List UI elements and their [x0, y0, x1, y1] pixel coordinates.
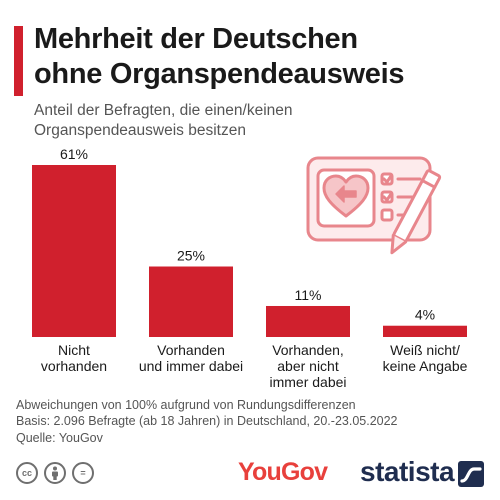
footnote-basis: Basis: 2.096 Befragte (ab 18 Jahren) in … [16, 414, 398, 428]
subtitle-line-2: Organspendeausweis besitzen [34, 122, 246, 139]
creative-commons-icon[interactable]: cc [16, 462, 38, 484]
bar-0[interactable] [32, 165, 116, 337]
footnote-source[interactable]: Quelle: YouGov [16, 431, 103, 445]
organ-donor-card-icon [306, 156, 442, 255]
title-line-2: ohne Organspendeausweis [34, 58, 405, 90]
no-derivatives-icon[interactable]: = [72, 462, 94, 484]
footnote-rounding: Abweichungen von 100% aufgrund von Rundu… [16, 398, 356, 412]
statista-logo[interactable]: statista [360, 456, 455, 487]
category-label-2: Vorhanden, aber nicht immer dabei [269, 342, 346, 390]
person-icon [52, 466, 58, 480]
value-label-2: 11% [295, 287, 322, 303]
license-icons[interactable]: cc = [16, 462, 94, 486]
value-label-1: 25% [177, 248, 205, 264]
subtitle-line-1: Anteil der Befragten, die einen/keinen [34, 102, 293, 119]
attribution-icon[interactable] [44, 462, 66, 484]
value-label-3: 4% [415, 307, 435, 323]
statista-mark-icon[interactable] [458, 461, 484, 487]
accent-bar [14, 26, 23, 96]
bar-2[interactable] [266, 305, 350, 337]
category-label-0: Nicht vorhanden [41, 342, 107, 374]
value-label-0: 61% [60, 146, 88, 162]
yougov-logo[interactable]: YouGov [238, 458, 328, 486]
chart-title: Mehrheit der Deutschen ohne Organspendea… [34, 22, 474, 92]
bar-chart: 61% Nicht vorhanden 25% Vorhanden und immer d… [32, 146, 468, 390]
bar-3[interactable] [383, 325, 467, 337]
bar-1[interactable] [149, 266, 233, 337]
chart-subtitle: Anteil der Befragten, die einen/keinen O… [34, 101, 334, 141]
category-label-1: Vorhanden und immer dabei [139, 342, 243, 374]
category-label-3: Weiß nicht/keine Angabe [383, 342, 468, 374]
title-line-1: Mehrheit der Deutschen [34, 23, 358, 55]
